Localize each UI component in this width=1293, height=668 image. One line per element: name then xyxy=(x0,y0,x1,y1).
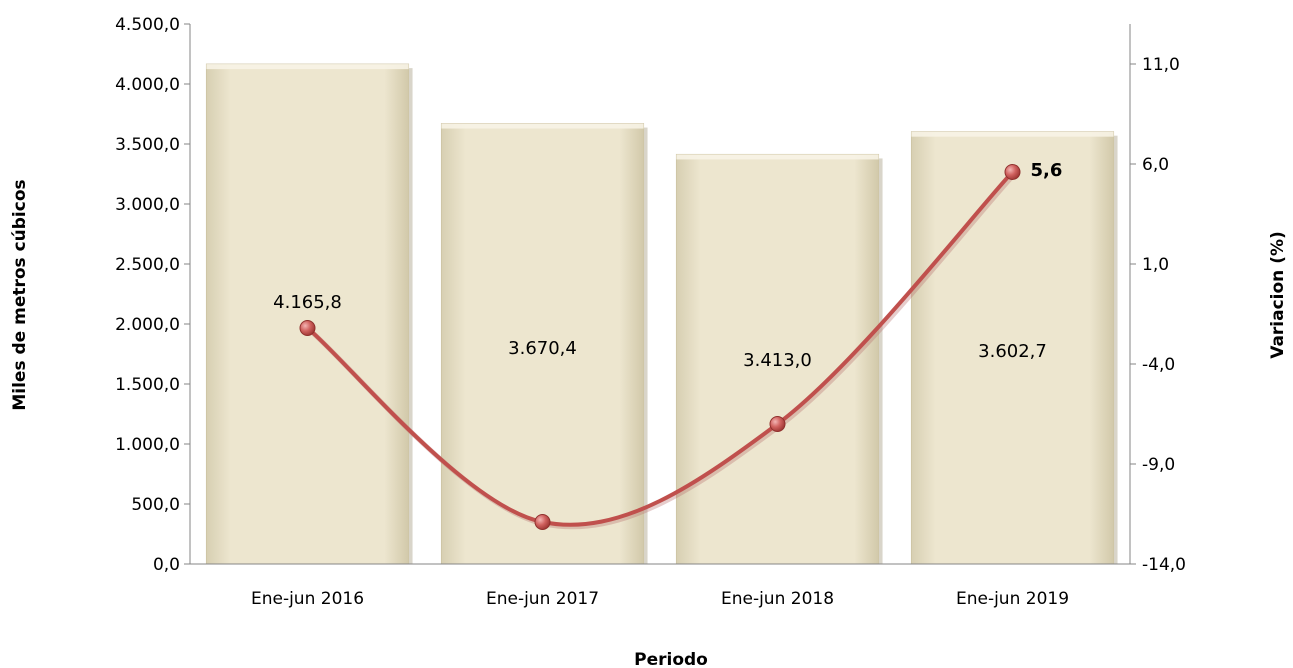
y2-tick-label: 11,0 xyxy=(1142,55,1180,75)
variation-point xyxy=(534,514,551,530)
y-tick-label: 4.000,0 xyxy=(115,75,180,95)
y2-tick-label: 1,0 xyxy=(1142,255,1169,275)
x-tick-label: Ene-jun 2017 xyxy=(486,589,599,609)
axes-layer: 0,0 500,0 1.000,0 1.500,0 2.000,0 2.500,0 3.00… xyxy=(115,15,1186,609)
bars-layer xyxy=(205,63,1118,565)
line-layer xyxy=(299,164,1021,530)
x-axis-title: Periodo xyxy=(634,650,708,668)
y-tick-label: 0,0 xyxy=(153,555,180,575)
bar-top-highlight xyxy=(441,123,644,129)
variation-point xyxy=(1004,164,1021,180)
variation-value-label: 5,6 xyxy=(1031,160,1063,181)
y-tick-label: 1.500,0 xyxy=(115,375,180,395)
variation-line-shadow xyxy=(307,172,1017,530)
bar-value-label: 3.413,0 xyxy=(743,350,812,371)
y-tick-label: 2.500,0 xyxy=(115,255,180,275)
x-tick-label: Ene-jun 2018 xyxy=(721,589,834,609)
y2-tick-label: -4,0 xyxy=(1142,355,1175,375)
variation-line xyxy=(306,170,1014,527)
bar xyxy=(440,123,645,565)
y-tick-label: 500,0 xyxy=(131,495,180,515)
bar-value-label: 3.670,4 xyxy=(508,338,577,359)
y2-tick-label: 6,0 xyxy=(1142,155,1169,175)
y-tick-label: 4.500,0 xyxy=(115,15,180,35)
bar xyxy=(675,153,880,565)
variation-point xyxy=(299,320,316,336)
y-tick-label: 3.500,0 xyxy=(115,135,180,155)
bar-top-highlight xyxy=(676,154,879,160)
y2-tick-label: -9,0 xyxy=(1142,455,1175,475)
bar-value-label: 4.165,8 xyxy=(273,292,342,313)
y2-tick-label: -14,0 xyxy=(1142,555,1186,575)
bar-top-highlight xyxy=(206,64,409,70)
y-tick-label: 2.000,0 xyxy=(115,315,180,335)
y-tick-label: 3.000,0 xyxy=(115,195,180,215)
bar xyxy=(205,63,410,565)
labels-layer: 4.165,8 3.670,4 3.413,0 3.602,7 5,6 xyxy=(273,160,1062,371)
bar-top-highlight xyxy=(911,131,1114,137)
x-tick-label: Ene-jun 2016 xyxy=(251,589,364,609)
y-tick-label: 1.000,0 xyxy=(115,435,180,455)
x-tick-label: Ene-jun 2019 xyxy=(956,589,1069,609)
y-axis-title: Miles de metros cúbicos xyxy=(10,179,30,410)
variation-point xyxy=(769,416,786,432)
y2-axis-title: Variacion (%) xyxy=(1268,231,1288,359)
bar-value-label: 3.602,7 xyxy=(978,341,1047,362)
